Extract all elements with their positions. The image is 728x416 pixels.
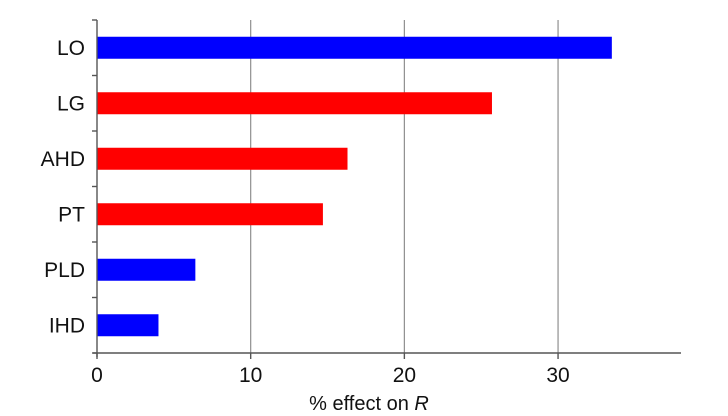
bars-group xyxy=(97,36,612,337)
x-tick-label-30: 30 xyxy=(546,364,569,387)
bar-lo xyxy=(97,36,612,59)
y-category-label-lg: LG xyxy=(57,92,85,115)
bar-ahd xyxy=(97,147,348,170)
bar-pt xyxy=(97,203,323,226)
ticks-group xyxy=(92,19,559,359)
y-category-label-lo: LO xyxy=(57,37,85,60)
x-tick-label-0: 0 xyxy=(91,364,103,387)
x-axis-title: % effect on R xyxy=(309,393,429,415)
y-category-label-pt: PT xyxy=(58,203,85,226)
bar-pld xyxy=(97,258,196,281)
y-category-label-ahd: AHD xyxy=(41,148,85,171)
axes xyxy=(93,20,681,357)
bar-ihd xyxy=(97,314,159,337)
x-axis-title-text: % effect on xyxy=(309,393,414,415)
labels-group: 0 10 20 30 LO LG AHD PT PLD IHD xyxy=(41,37,570,387)
gridlines xyxy=(250,20,559,353)
y-category-label-ihd: IHD xyxy=(49,314,85,337)
x-tick-label-10: 10 xyxy=(239,364,262,387)
x-tick-label-20: 20 xyxy=(393,364,416,387)
x-axis-title-variable: R xyxy=(414,393,428,415)
bar-lg xyxy=(97,92,492,115)
y-category-label-pld: PLD xyxy=(44,259,85,282)
